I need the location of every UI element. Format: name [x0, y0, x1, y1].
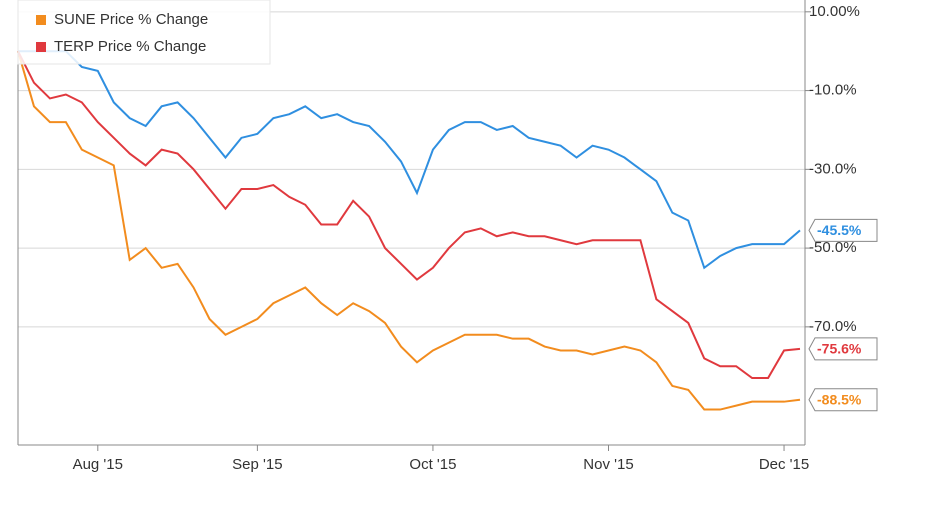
x-tick-label: Oct '15 — [409, 456, 456, 473]
label-box — [808, 337, 878, 361]
legend-swatch — [36, 42, 46, 52]
y-tick-label: -50.0% — [809, 239, 857, 256]
label-box — [808, 388, 878, 412]
x-tick-label: Sep '15 — [232, 456, 282, 473]
plot-area — [18, 0, 805, 445]
legend-swatch — [36, 15, 46, 25]
x-tick-label: Nov '15 — [583, 456, 633, 473]
line — [18, 50, 801, 270]
legend-label: SUNE Price % Change — [54, 11, 208, 28]
y-tick-label: -30.0% — [809, 160, 857, 177]
value-label: -88.5% — [817, 391, 862, 407]
label-box — [808, 218, 878, 242]
value-label: -45.5% — [817, 222, 862, 238]
value-label: -75.6% — [817, 341, 862, 357]
legend-label: TERP Price % Change — [54, 38, 206, 55]
y-tick-label: 10.00% — [809, 3, 860, 20]
line — [17, 50, 801, 411]
legend-box — [17, 0, 271, 65]
y-tick-label: -10.0% — [809, 82, 857, 99]
x-tick-label: Dec '15 — [759, 456, 809, 473]
y-tick-label: -70.0% — [809, 318, 857, 335]
x-tick-label: Aug '15 — [73, 456, 123, 473]
line — [17, 50, 801, 380]
